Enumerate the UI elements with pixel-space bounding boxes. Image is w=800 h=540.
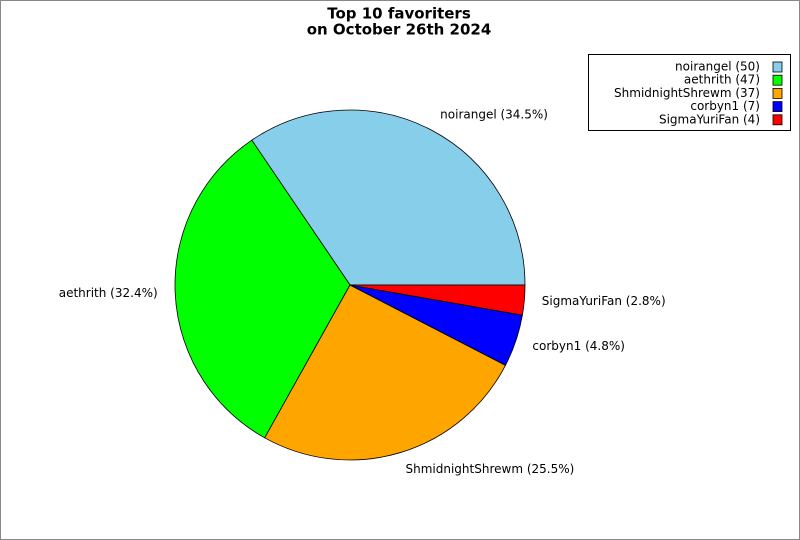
legend-box bbox=[588, 54, 791, 131]
legend-swatch bbox=[772, 74, 783, 86]
slice-label: noirangel (34.5%) bbox=[440, 107, 548, 121]
slice-label: aethrith (32.4%) bbox=[59, 286, 158, 300]
legend-label: ShmidnightShrewm (37) bbox=[614, 86, 760, 100]
legend-label: SigmaYuriFan (4) bbox=[659, 112, 760, 126]
slice-label: corbyn1 (4.8%) bbox=[532, 339, 625, 353]
pie-slice bbox=[251, 109, 526, 286]
slice-label: SigmaYuriFan (2.8%) bbox=[542, 294, 666, 308]
legend-label: noirangel (50) bbox=[675, 60, 760, 74]
pie-slice bbox=[349, 284, 526, 316]
pie-slice bbox=[174, 139, 351, 439]
legend-swatch bbox=[772, 101, 783, 112]
pie-slice bbox=[264, 284, 507, 461]
chart-title: Top 10 favoriters bbox=[327, 5, 471, 23]
legend-swatch bbox=[772, 88, 783, 99]
legend-swatch bbox=[772, 61, 783, 73]
legend-swatch bbox=[772, 114, 783, 126]
legend-label: corbyn1 (7) bbox=[690, 99, 760, 113]
slice-label: ShmidnightShrewm (25.5%) bbox=[406, 462, 575, 476]
legend-label: aethrith (47) bbox=[684, 73, 760, 87]
chart-title: on October 26th 2024 bbox=[307, 21, 492, 39]
